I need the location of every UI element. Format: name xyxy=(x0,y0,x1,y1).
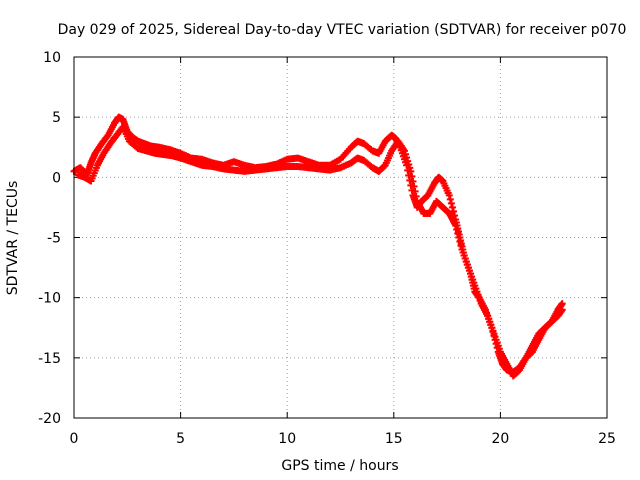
plot-frame xyxy=(73,56,608,419)
x-tick-label: 5 xyxy=(176,431,185,447)
y-tick-label: 5 xyxy=(52,110,61,126)
x-tick-label: 25 xyxy=(598,431,616,447)
data-point xyxy=(407,167,415,175)
data-point-interp xyxy=(456,238,464,246)
y-tick-label: -20 xyxy=(38,411,61,427)
data-point-interp xyxy=(448,203,456,211)
data-point-interp xyxy=(406,164,414,172)
data-point xyxy=(400,147,408,155)
data-point-interp xyxy=(453,225,461,233)
x-tick-label: 15 xyxy=(385,431,403,447)
data-point-interp xyxy=(455,234,463,241)
x-axis-label: GPS time / hours xyxy=(281,458,398,474)
y-tick-label: 10 xyxy=(43,50,61,66)
data-point-interp xyxy=(409,177,417,185)
data-point-interp xyxy=(404,157,412,165)
y-axis-label: SDTVAR / TECUs xyxy=(5,181,21,296)
data-point-interp xyxy=(410,182,418,190)
data-point-interp xyxy=(403,154,411,162)
chart-title: Day 029 of 2025, Sidereal Day-to-day VTE… xyxy=(58,22,627,38)
data-point-interp xyxy=(412,192,420,200)
data-point-interp xyxy=(405,160,413,168)
data-point-interp xyxy=(411,187,419,195)
data-point-interp xyxy=(402,150,410,158)
y-tick-label: -5 xyxy=(47,231,61,247)
y-tick-label: -10 xyxy=(38,291,61,307)
tick-labels: 0 5 10 15 20 25 -20 -15 -10 -5 0 5 10 xyxy=(38,50,616,447)
data-point-interp xyxy=(457,242,465,250)
x-tick-label: 0 xyxy=(70,431,79,447)
x-tick-label: 10 xyxy=(278,431,296,447)
grid-lines xyxy=(74,57,607,418)
y-tick-label: 0 xyxy=(52,170,61,186)
series-2 xyxy=(74,123,566,380)
data-point-interp xyxy=(447,199,455,207)
data-point xyxy=(558,306,566,314)
data-point-interp xyxy=(449,207,457,215)
data-point-interp xyxy=(408,172,416,180)
data-point xyxy=(445,191,453,199)
data-point-interp xyxy=(446,195,454,203)
data-marks xyxy=(70,113,566,380)
data-point xyxy=(558,300,566,308)
data-point-interp xyxy=(454,229,462,237)
x-tick-label: 20 xyxy=(491,431,509,447)
y-tick-label: -15 xyxy=(38,351,61,367)
data-point xyxy=(452,221,460,229)
